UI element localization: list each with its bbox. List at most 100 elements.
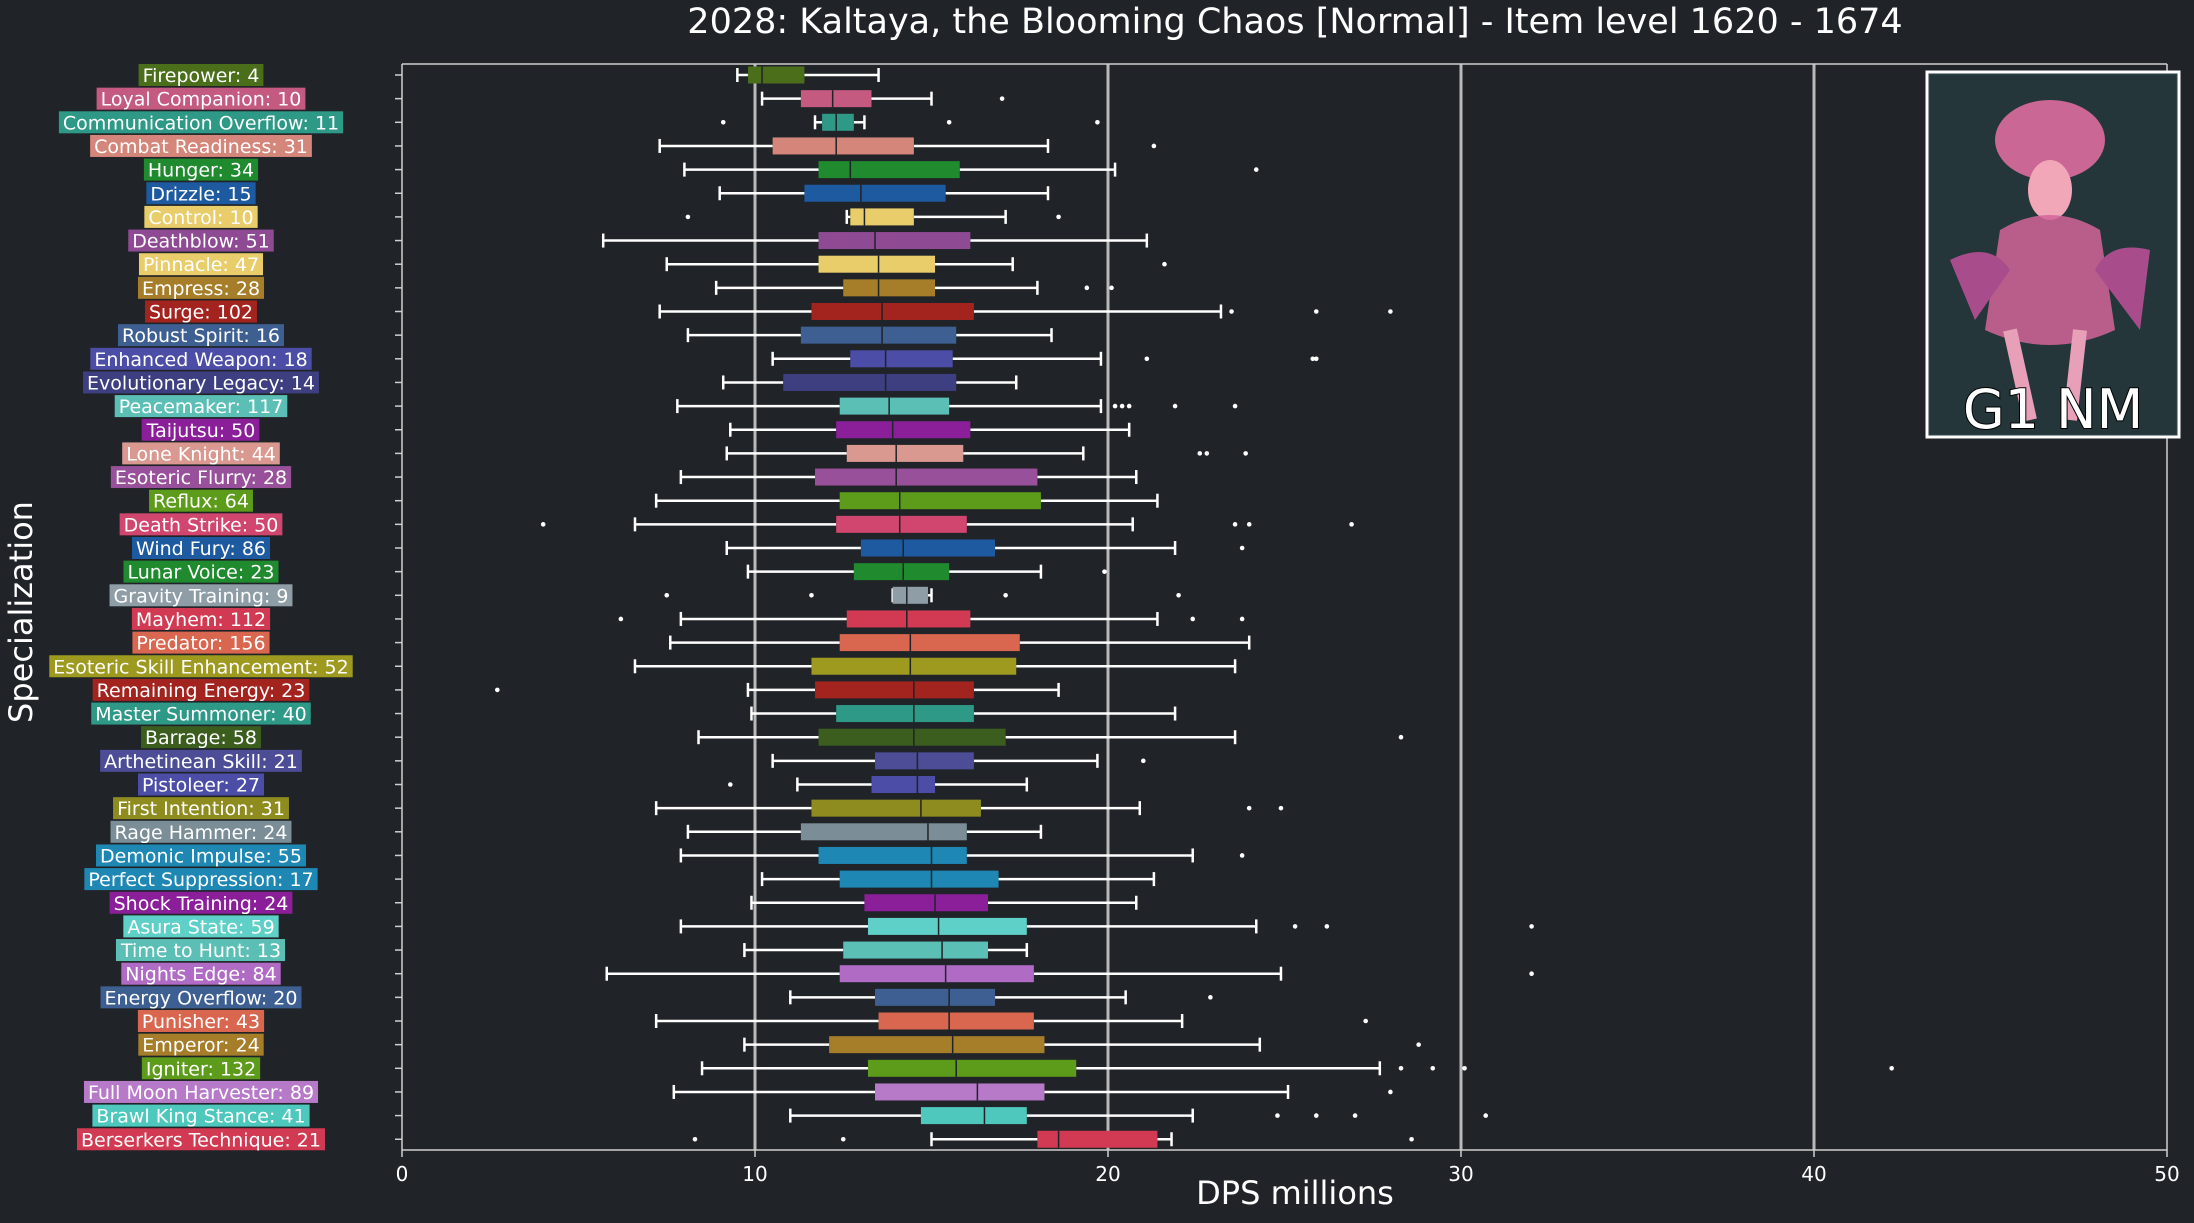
box: [839, 397, 950, 415]
category-label: Hunger: 34: [148, 160, 254, 182]
category-label-bg: [141, 418, 260, 441]
category-label-bg: [138, 64, 264, 86]
box-group: Evolutionary Legacy: 14: [83, 371, 1018, 394]
box: [867, 917, 1027, 935]
box-group: Rage Hammer: 24: [110, 820, 1043, 844]
outlier-point: [1246, 805, 1252, 811]
outlier-point: [1151, 143, 1157, 149]
category-label-bg: [143, 158, 259, 181]
category-label-bg: [115, 939, 286, 962]
box-group: Lunar Voice: 23: [123, 560, 1107, 584]
box-group: Firepower: 4: [138, 64, 880, 87]
portrait-left-petal: [1950, 252, 2010, 320]
outlier-point: [1310, 356, 1316, 362]
box: [829, 1036, 1045, 1054]
box: [818, 846, 967, 864]
outlier-point: [1197, 451, 1203, 456]
category-label: Barrage: 58: [145, 727, 257, 749]
chart-title: 2028: Kaltaya, the Blooming Chaos [Norma…: [687, 2, 1902, 42]
category-label: Emperor: 24: [142, 1035, 259, 1057]
category-label-bg: [123, 915, 279, 938]
outlier-point: [685, 214, 691, 220]
category-label-bg: [149, 489, 253, 512]
category-label: Remaining Energy: 23: [97, 680, 306, 702]
box-group: Mayhem: 112: [131, 607, 1245, 631]
box-group: Pinnacle: 47: [138, 253, 1167, 276]
box: [839, 634, 1020, 652]
box-group: Energy Overflow: 20: [100, 986, 1213, 1009]
category-label: Punisher: 43: [142, 1011, 260, 1033]
outlier-point: [999, 96, 1005, 101]
category-label: Time to Hunt: 13: [120, 940, 281, 962]
box: [815, 681, 974, 699]
box-group: Predator: 156: [132, 631, 1251, 655]
box-group: Remaining Energy: 23: [92, 678, 1060, 702]
category-label: Rage Hammer: 24: [115, 822, 288, 844]
outlier-point: [1190, 616, 1196, 622]
portrait-headdress: [1995, 100, 2105, 180]
outlier-point: [1204, 451, 1210, 456]
box-group: Full Moon Harvester: 89: [83, 1080, 1393, 1104]
category-label: Evolutionary Legacy: 14: [87, 372, 315, 394]
outlier-point: [1119, 403, 1125, 409]
box-group: Time to Hunt: 13: [115, 939, 1029, 962]
box-group: Master Summoner: 40: [91, 702, 1177, 726]
box: [846, 444, 964, 462]
category-label-bg: [131, 607, 271, 630]
portrait-legs: [2003, 328, 2087, 422]
box-group: Igniter: 132: [141, 1057, 1894, 1080]
outlier-point: [1462, 1066, 1467, 1071]
category-label: Master Summoner: 40: [95, 704, 307, 726]
boss-portrait: G1 NM: [1925, 70, 2181, 442]
outlier-point: [1483, 1113, 1489, 1118]
category-label: Arthetinean Skill: 21: [104, 751, 298, 773]
box: [920, 1107, 1027, 1125]
outlier-point: [727, 782, 733, 787]
box-group: Empress: 28: [137, 276, 1114, 300]
box: [853, 563, 950, 581]
category-label: Asura State: 59: [127, 916, 274, 938]
box: [836, 515, 967, 533]
x-tick-label: 50: [2154, 1162, 2179, 1186]
category-label-bg: [58, 111, 344, 134]
box: [839, 965, 1034, 983]
box-group: Combat Readiness: 31: [90, 134, 1157, 158]
category-label-bg: [92, 678, 310, 701]
category-label-bg: [90, 347, 312, 370]
box: [772, 137, 914, 155]
outlier-point: [1126, 403, 1132, 409]
outlier-point: [946, 120, 952, 125]
box: [839, 492, 1041, 510]
box: [811, 303, 974, 320]
box-group: Esoteric Flurry: 28: [110, 466, 1138, 489]
category-label-bg: [144, 205, 258, 228]
category-label-bg: [90, 134, 312, 157]
category-label: Mayhem: 112: [136, 609, 266, 631]
category-label-bg: [100, 986, 302, 1009]
outlier-point: [1388, 1089, 1393, 1095]
box: [1037, 1130, 1158, 1148]
box: [804, 184, 946, 202]
box: [843, 941, 988, 959]
category-label: Peacemaker: 117: [119, 396, 284, 418]
outlier-point: [1275, 1113, 1280, 1118]
box-group: Communication Overflow: 11: [58, 111, 1100, 134]
category-label: Nights Edge: 84: [125, 964, 276, 986]
box: [867, 1059, 1077, 1077]
box: [864, 894, 988, 912]
outlier-point: [1109, 285, 1114, 291]
outlier-point: [1239, 545, 1245, 551]
category-label-bg: [141, 1057, 261, 1080]
outlier-point: [1416, 1042, 1421, 1047]
box: [818, 161, 960, 179]
category-label: Death Strike: 50: [124, 514, 279, 536]
category-label: Combat Readiness: 31: [94, 136, 308, 158]
box: [747, 66, 805, 84]
category-label-bg: [137, 773, 265, 796]
box-group: Lone Knight: 44: [122, 442, 1248, 465]
category-label-bg: [49, 655, 353, 678]
y-axis-label: Specialization: [2, 501, 40, 723]
category-label-bg: [146, 182, 256, 205]
